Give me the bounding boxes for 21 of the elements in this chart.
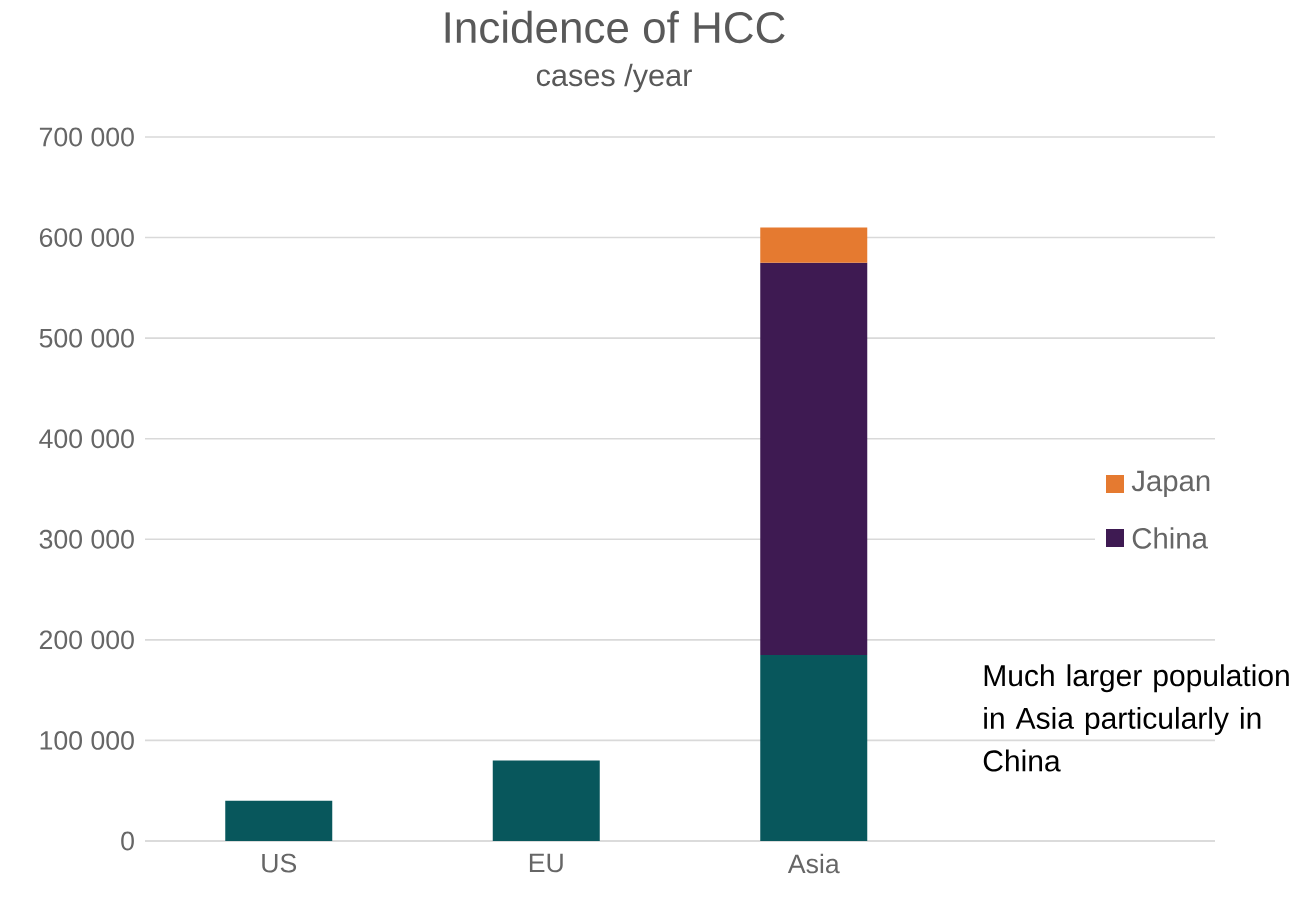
- annotation: Much larger population in Asia particularly in China: [983, 664, 1289, 772]
- y-tick-label: 200 000: [39, 630, 134, 650]
- bar: [760, 654, 868, 841]
- x-tick-label: Asia: [787, 853, 840, 874]
- chart-subtitle: cases /year: [536, 63, 692, 93]
- legend-label: China: [1132, 527, 1208, 549]
- y-tick-label: 500 000: [39, 328, 134, 348]
- y-tick-label: 400 000: [39, 429, 134, 449]
- y-tick-label: 0: [121, 831, 134, 851]
- x-tick-label: US: [262, 853, 297, 873]
- bar: [225, 800, 333, 841]
- chart-title: Incidence of HCC: [445, 10, 785, 44]
- bar: [492, 760, 600, 841]
- bar: [760, 262, 868, 655]
- x-tick-label: EU: [529, 853, 563, 873]
- y-tick-label: 700 000: [39, 127, 134, 147]
- y-tick-label: 100 000: [40, 730, 134, 750]
- bar: [760, 227, 868, 263]
- y-tick-label: 300 000: [39, 529, 134, 549]
- y-tick-label: 600 000: [39, 228, 134, 247]
- legend-label: Japan: [1131, 470, 1210, 498]
